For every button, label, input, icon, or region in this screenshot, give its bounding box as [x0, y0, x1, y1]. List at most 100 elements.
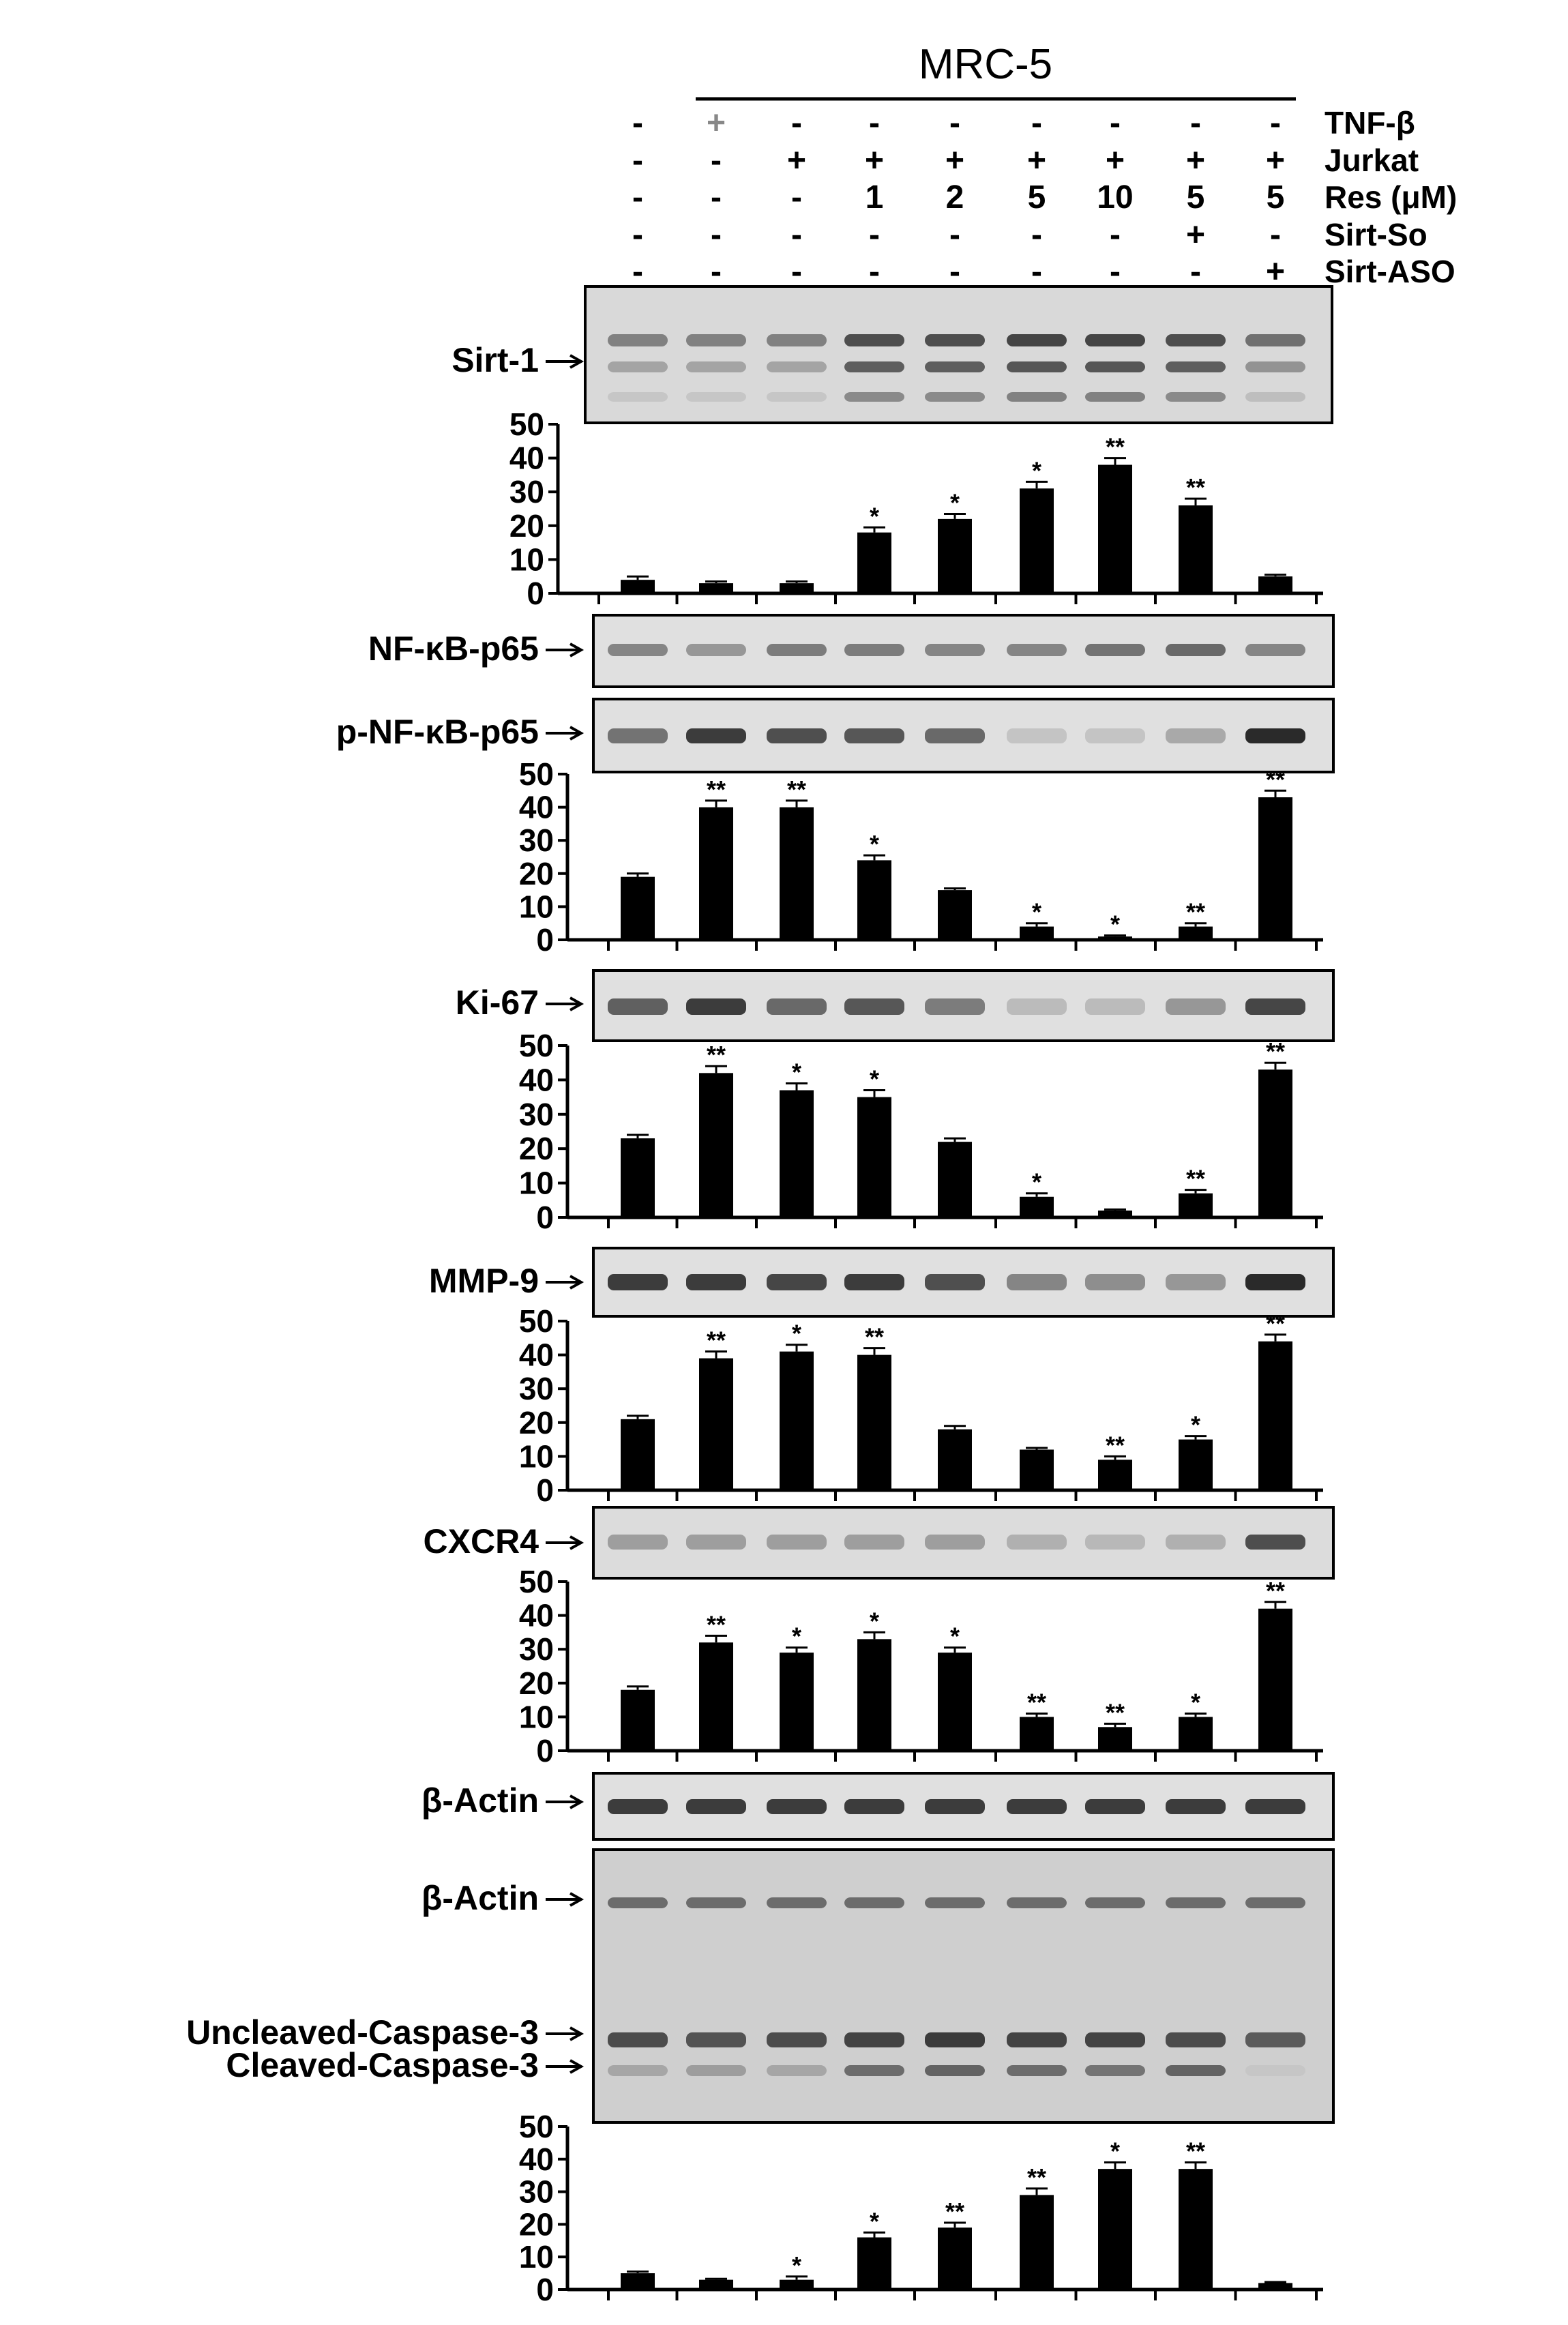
- gel-band: [686, 644, 746, 656]
- condition-value: -: [869, 254, 880, 290]
- gel-band: [1166, 1897, 1226, 1908]
- gel-band: [686, 2065, 746, 2076]
- y-tick-label: 10: [519, 1166, 554, 1201]
- gel-band: [608, 392, 668, 402]
- condition-value: -: [1110, 105, 1121, 141]
- gel-band: [925, 728, 985, 743]
- bar: [1179, 1439, 1213, 1490]
- blot-cxcr4: [592, 1506, 1335, 1580]
- significance-label: **: [787, 775, 806, 803]
- y-tick-label: 30: [509, 474, 544, 509]
- y-tick-label: 10: [509, 542, 544, 577]
- gel-band: [1007, 728, 1067, 743]
- significance-label: *: [870, 1607, 879, 1635]
- gel-band: [1166, 334, 1226, 346]
- significance-label: **: [1106, 1431, 1125, 1459]
- gel-band: [1245, 334, 1305, 346]
- condition-value: +: [1266, 254, 1285, 290]
- bar: [938, 1142, 972, 1217]
- label-actin2: β-Actin: [421, 1879, 539, 1917]
- significance-label: *: [950, 1623, 960, 1650]
- bar: [621, 2273, 655, 2290]
- significance-label: **: [707, 775, 726, 803]
- y-tick-label: 40: [519, 1598, 554, 1633]
- gel-band: [608, 1274, 668, 1290]
- bar: [1098, 1210, 1132, 1217]
- gel-band: [844, 998, 904, 1015]
- gel-band: [1085, 2032, 1145, 2047]
- gel-band: [608, 1897, 668, 1908]
- arrow-head: [569, 354, 585, 369]
- arrow-head: [569, 996, 585, 1011]
- gel-band: [1085, 644, 1145, 656]
- condition-value: -: [632, 143, 643, 179]
- condition-value: +: [1186, 143, 1205, 179]
- significance-label: *: [792, 1058, 801, 1086]
- condition-value: -: [1270, 105, 1281, 141]
- significance-label: *: [1110, 2137, 1120, 2165]
- significance-label: **: [1186, 2137, 1205, 2165]
- gel-band: [1085, 392, 1145, 402]
- gel-band: [1007, 1535, 1067, 1550]
- y-tick-label: 50: [509, 406, 544, 442]
- arrow-head: [569, 1535, 585, 1550]
- bar: [621, 1689, 655, 1751]
- gel-band: [925, 1274, 985, 1290]
- bar: [1179, 1193, 1213, 1217]
- label-cleaved: Cleaved-Caspase-3: [226, 2046, 539, 2084]
- gel-band: [1007, 998, 1067, 1015]
- condition-value: +: [1186, 217, 1205, 253]
- bar: [1020, 2195, 1054, 2290]
- condition-value: -: [711, 254, 722, 290]
- significance-label: **: [945, 2197, 964, 2225]
- condition-value: -: [711, 179, 722, 216]
- bar: [1179, 1717, 1213, 1751]
- condition-values: - + - - - - - - -- - + + + + + + +- - -1 2 5 10 5 5- - - - - - - + -- - -…: [632, 105, 1285, 290]
- significance-label: **: [1106, 1698, 1125, 1726]
- gel-band: [844, 644, 904, 656]
- gel-band: [925, 998, 985, 1015]
- gel-band: [925, 1897, 985, 1908]
- label-ki67: Ki-67: [456, 983, 539, 1022]
- label-actin1: β-Actin: [421, 1781, 539, 1820]
- significance-label: **: [707, 1610, 726, 1638]
- gel-band: [925, 644, 985, 656]
- bar: [857, 1354, 891, 1490]
- y-tick-label: 30: [519, 1631, 554, 1667]
- blots: [584, 285, 1335, 2124]
- bar: [1020, 926, 1054, 940]
- arrow-head: [569, 1892, 585, 1907]
- significance-label: *: [1110, 910, 1120, 938]
- significance-label: *: [1032, 898, 1041, 926]
- bar: [857, 1639, 891, 1751]
- gel-band: [686, 728, 746, 743]
- y-tick-label: 30: [519, 823, 554, 858]
- bar: [780, 583, 814, 593]
- gel-band: [1007, 1799, 1067, 1814]
- y-tick-label: 0: [536, 922, 554, 958]
- condition-value: +: [865, 143, 884, 179]
- gel-band: [844, 361, 904, 372]
- condition-label-sirt-so: Sirt-So: [1325, 217, 1428, 252]
- label-sirt1: Sirt-1: [452, 341, 539, 379]
- gel-band: [844, 1274, 904, 1290]
- condition-value: -: [1031, 254, 1042, 290]
- gel-band: [686, 998, 746, 1015]
- y-tick-label: 20: [519, 1405, 554, 1440]
- bar: [1258, 1341, 1292, 1490]
- gel-band: [608, 334, 668, 346]
- gel-band: [1085, 361, 1145, 372]
- gel-band: [1166, 2032, 1226, 2047]
- gel-band: [608, 728, 668, 743]
- y-tick-label: 0: [536, 2272, 554, 2307]
- y-tick-label: 50: [519, 1028, 554, 1063]
- significance-label: *: [870, 502, 879, 530]
- bar: [621, 1138, 655, 1217]
- bar: [1258, 1608, 1292, 1751]
- gel-band: [1007, 644, 1067, 656]
- blot-caspase: [592, 1848, 1335, 2124]
- condition-value: -: [1110, 254, 1121, 290]
- gel-band: [1007, 2032, 1067, 2047]
- gel-band: [686, 1897, 746, 1908]
- bar: [938, 518, 972, 593]
